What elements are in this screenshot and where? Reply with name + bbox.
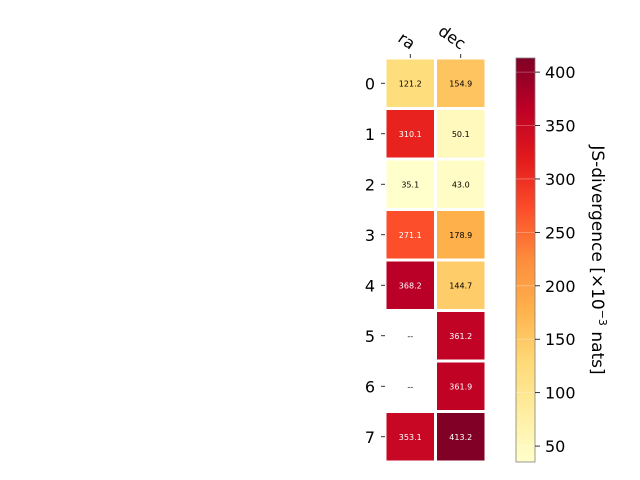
heatmap-cell bbox=[434, 107, 488, 161]
cell-value-label: 361.2 bbox=[449, 332, 472, 341]
colorbar-tick-label: 350 bbox=[545, 117, 576, 136]
cell-value-label: 50.1 bbox=[452, 130, 470, 139]
colorbar-tick-label: 250 bbox=[545, 223, 576, 242]
cell-value-label: 154.9 bbox=[449, 79, 472, 88]
cell-value-label: -- bbox=[407, 382, 413, 391]
colorbar-gradient bbox=[515, 57, 536, 463]
cell-value-label: 121.2 bbox=[399, 79, 422, 88]
cell-value-label: 368.2 bbox=[399, 281, 422, 290]
row-label: 2 bbox=[365, 175, 375, 194]
row-label: 6 bbox=[365, 377, 375, 396]
colorbar-tick-label: 300 bbox=[545, 170, 576, 189]
row-label: 5 bbox=[365, 327, 375, 346]
colorbar-tick-label: 400 bbox=[545, 63, 576, 82]
column-label: ra bbox=[395, 28, 419, 53]
heatmap-cell bbox=[434, 258, 488, 312]
cell-value-label: -- bbox=[407, 332, 413, 341]
colorbar-tick-label: 50 bbox=[545, 437, 565, 456]
heatmap-cell bbox=[434, 410, 488, 464]
cell-value-label: 43.0 bbox=[452, 180, 470, 189]
cell-value-label: 35.1 bbox=[401, 180, 419, 189]
row-label: 4 bbox=[365, 276, 375, 295]
column-labels: ra dec bbox=[395, 21, 469, 58]
cell-value-label: 310.1 bbox=[399, 130, 422, 139]
cell-value-label: 271.1 bbox=[399, 231, 422, 240]
colorbar-ticks: 50 100 150 200 250 300 350 400 bbox=[516, 63, 576, 456]
row-label: 7 bbox=[365, 428, 375, 447]
cell-value-label: 353.1 bbox=[399, 433, 422, 442]
cell-value-label: 178.9 bbox=[449, 231, 472, 240]
cell-value-label: 361.9 bbox=[449, 382, 472, 391]
colorbar-label: JS-divergence [×10−3 nats] bbox=[587, 144, 609, 374]
colorbar-tick-label: 200 bbox=[545, 277, 576, 296]
row-label: 0 bbox=[365, 74, 375, 93]
cell-value-label: 144.7 bbox=[449, 281, 472, 290]
colorbar: 50 100 150 200 250 300 350 400 JS-divergence [×… bbox=[515, 57, 609, 463]
colorbar-tick-label: 150 bbox=[545, 330, 576, 349]
heatmap-cell bbox=[434, 157, 488, 211]
colorbar-tick-label: 100 bbox=[545, 384, 576, 403]
column-label: dec bbox=[435, 21, 469, 53]
heatmap-cell bbox=[434, 208, 488, 262]
colorbar-label-suffix: nats] bbox=[587, 326, 607, 375]
cell-value-label: 413.2 bbox=[449, 433, 472, 442]
row-label: 1 bbox=[365, 125, 375, 144]
heatmap-cells: 121.2 154.9 310.1 50.1 35.1 43.0 271.1 178.9 368… bbox=[383, 56, 488, 464]
colorbar-label-exponent: −3 bbox=[596, 310, 609, 326]
row-label: 3 bbox=[365, 226, 375, 245]
row-labels: 0 1 2 3 4 5 6 7 bbox=[365, 74, 385, 447]
